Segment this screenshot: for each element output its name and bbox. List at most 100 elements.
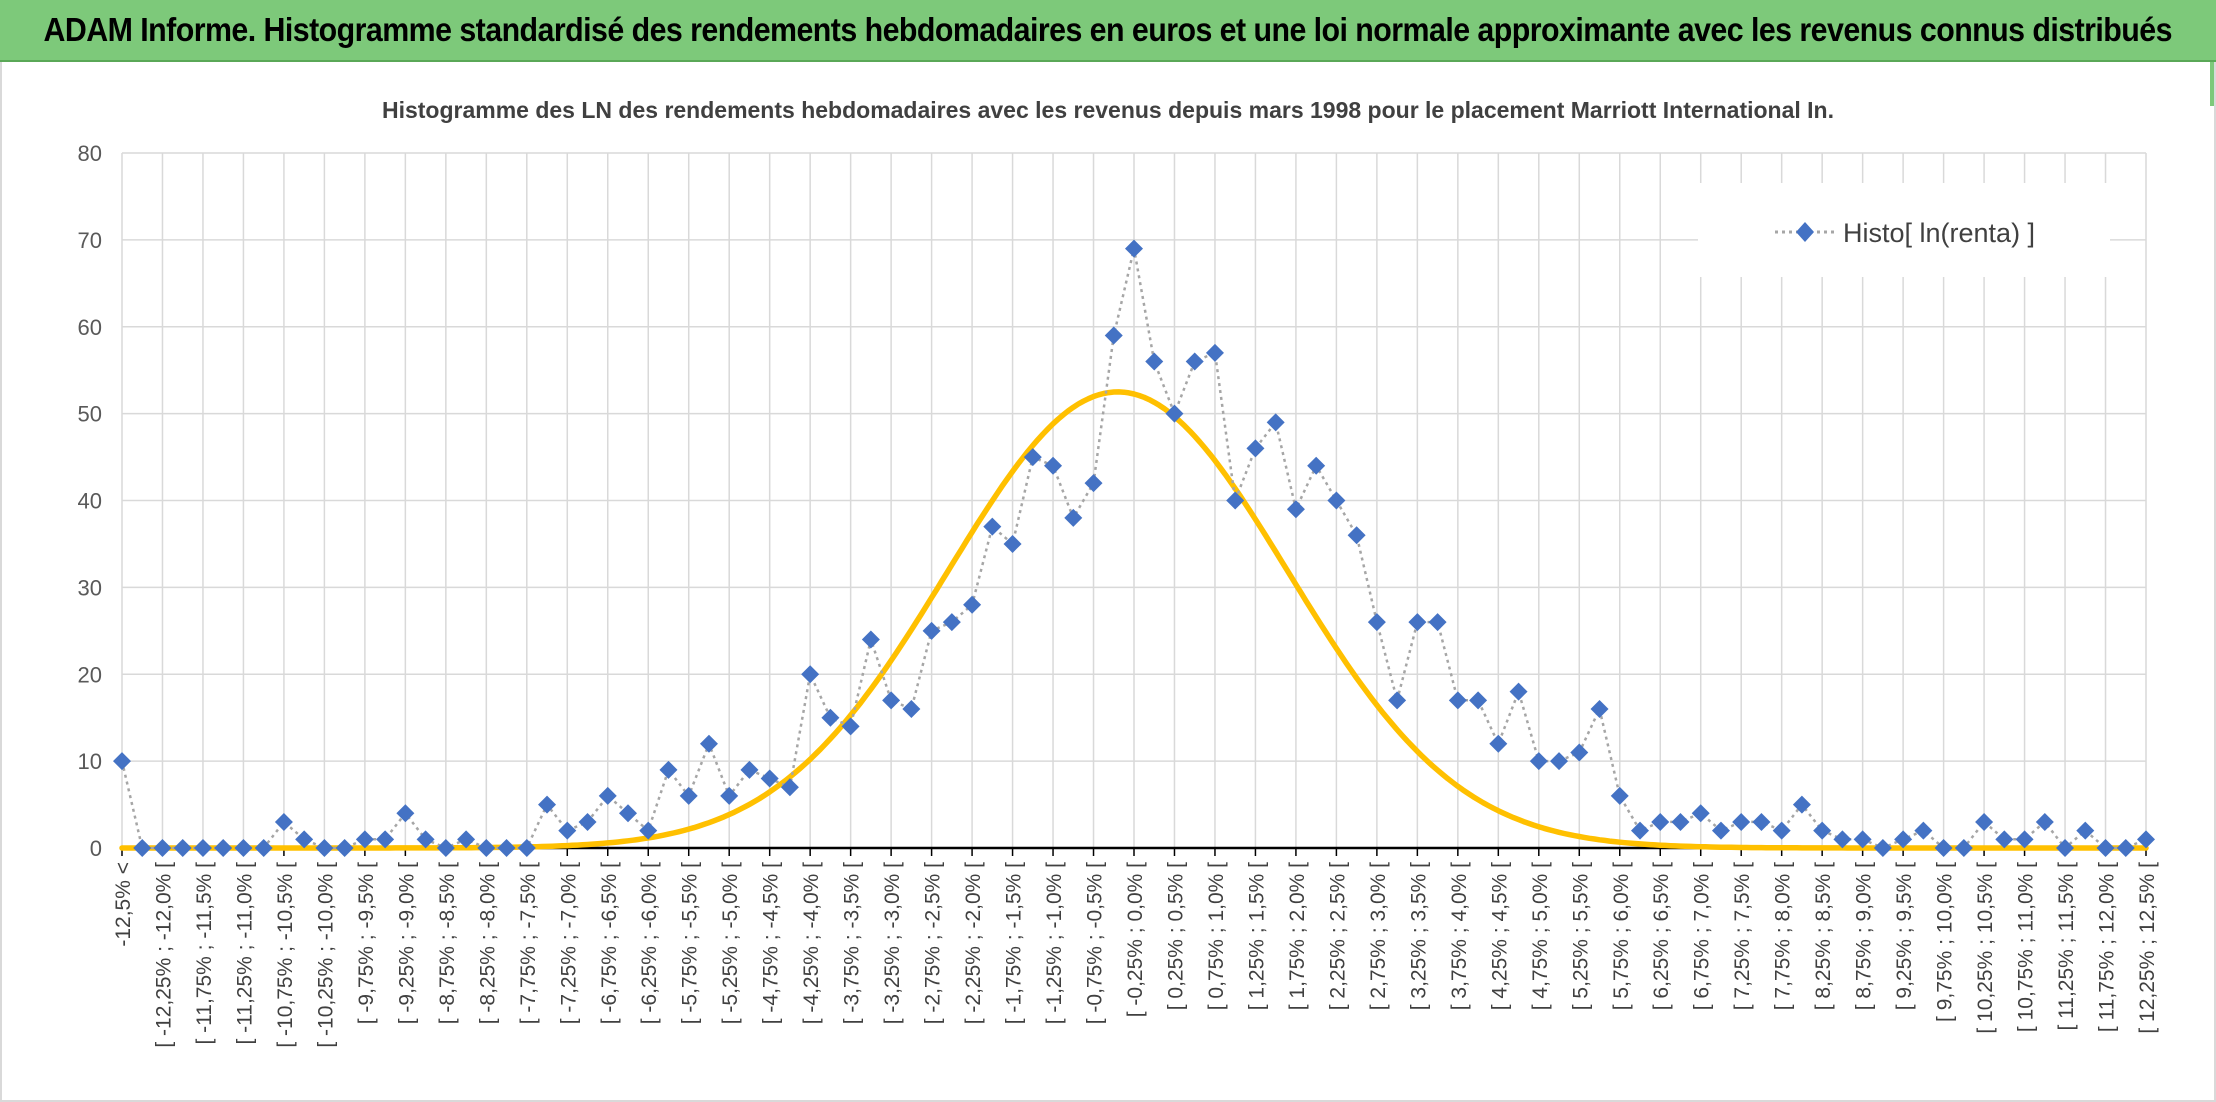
x-tick-label: [ 11,75% ; 12,0% [ [2096, 862, 2119, 1032]
histogram-point [679, 786, 698, 805]
x-tick-label: [ -7,75% ; -7,5% [ [517, 862, 540, 1024]
y-axis: 0 10 20 30 40 50 60 70 80 [78, 141, 102, 861]
histogram-point [1286, 500, 1305, 519]
x-tick-label: [ 1,25% ; 1,5% [ [1245, 862, 1268, 1010]
x-tick-label: [ 6,25% ; 6,5% [ [1650, 862, 1673, 1010]
histogram-point [295, 830, 314, 849]
histogram-point [1853, 830, 1872, 849]
histogram-point [234, 839, 253, 857]
histogram-point [720, 786, 739, 805]
x-tick-label: [ 7,75% ; 8,0% [ [1772, 862, 1795, 1010]
histogram-point [841, 717, 860, 736]
x-tick-label: [ -1,75% ; -1,5% [ [1003, 862, 1026, 1024]
histogram-point [1489, 734, 1508, 753]
histogram-point [173, 839, 192, 857]
histogram-point [335, 839, 354, 857]
histogram-point [355, 830, 374, 849]
x-tick-label: [ 9,25% ; 9,5% [ [1893, 862, 1916, 1010]
histogram-point [659, 760, 678, 779]
histogram-point [558, 821, 577, 840]
histogram-point [619, 804, 637, 823]
histogram-point [2096, 839, 2115, 857]
x-tick-label: [ -4,25% ; -4,0% [ [800, 862, 823, 1024]
histogram-point [2035, 812, 2054, 831]
header-accent [2210, 62, 2216, 106]
x-tick-label: [ 11,25% ; 11,5% [ [2055, 862, 2078, 1031]
x-tick-label: [ 5,25% ; 5,5% [ [1569, 862, 1592, 1010]
chart-legend: Histo[ ln(renta) ] [1698, 183, 2110, 277]
x-tick-label: [ -12,25% ; -12,0% [ [152, 862, 175, 1048]
x-tick-label: [ -10,25% ; -10,0% [ [314, 862, 337, 1048]
histogram-point [1732, 812, 1751, 831]
x-axis: -12,5% < [ -12,25% ; -12,0% [[ -11,75% ; … [112, 846, 2159, 1048]
x-tick-label: [ -1,25% ; -1,0% [ [1043, 862, 1066, 1024]
histogram-point [1711, 821, 1730, 840]
x-tick-label: [ 8,75% ; 9,0% [ [1853, 862, 1876, 1010]
histogram-point [1327, 491, 1346, 510]
histogram-point [416, 830, 435, 849]
histogram-point [376, 830, 395, 849]
y-tick-label: 20 [78, 662, 102, 687]
histogram-point [1894, 830, 1913, 849]
x-tick-label: [ -6,75% ; -6,5% [ [598, 862, 621, 1024]
histogram-point [902, 700, 921, 718]
histogram-point [396, 804, 415, 823]
histogram-point [1813, 821, 1832, 840]
histogram-point [1550, 752, 1569, 771]
x-tick-label: [ -3,75% ; -3,5% [ [841, 862, 864, 1024]
x-tick-label: [ 4,25% ; 4,5% [ [1488, 862, 1511, 1010]
histogram-point [1205, 343, 1224, 362]
histogram-point [861, 630, 880, 649]
histogram-point [699, 734, 718, 753]
histogram-point [2137, 830, 2155, 849]
legend-box [1698, 183, 2110, 277]
y-tick-label: 40 [78, 489, 102, 514]
x-tick-label: [ 7,25% ; 7,5% [ [1731, 862, 1754, 1010]
x-tick-label: [ -0,75% ; -0,5% [ [1084, 862, 1107, 1024]
histogram-point [942, 613, 961, 632]
histogram-point [1044, 456, 1063, 475]
x-tick-label: -12,5% < [112, 862, 135, 947]
histogram-point [1469, 691, 1488, 710]
histogram-point [780, 778, 799, 797]
x-tick-label: [ -9,75% ; -9,5% [ [355, 862, 378, 1024]
histogram-point [1691, 804, 1710, 823]
histogram-point [1671, 812, 1690, 831]
histogram-point [740, 760, 759, 779]
x-tick-label: [ 4,75% ; 5,0% [ [1529, 862, 1552, 1010]
legend-marker-icon [1796, 222, 1814, 242]
histogram-point [153, 839, 172, 857]
report-title: ADAM Informe. Histogramme standardisé de… [43, 11, 2173, 48]
x-tick-label: [ 10,25% ; 10,5% [ [1974, 862, 1997, 1034]
histogram-point [882, 691, 901, 710]
y-tick-label: 60 [78, 315, 102, 340]
histogram-point [1165, 404, 1184, 423]
x-tick-label: [ 3,75% ; 4,0% [ [1448, 862, 1471, 1010]
histogram-point [760, 769, 779, 788]
y-tick-label: 0 [90, 836, 102, 861]
histogram-point [113, 752, 131, 771]
histogram-point [1772, 821, 1791, 840]
histogram-point [1752, 812, 1771, 831]
histogram-point [1833, 830, 1852, 849]
histogram-point [1570, 743, 1589, 762]
histogram-point [922, 621, 941, 640]
histogram-point [477, 839, 496, 857]
x-tick-label: [ -5,75% ; -5,5% [ [679, 862, 702, 1024]
x-tick-label: [ 3,25% ; 3,5% [ [1407, 862, 1430, 1010]
x-tick-label: [ -7,25% ; -7,0% [ [557, 862, 580, 1024]
histogram-point [1185, 352, 1204, 371]
y-tick-label: 50 [78, 402, 102, 427]
histogram-point [1631, 821, 1649, 840]
histogram-series [113, 239, 2155, 857]
histogram-point [1246, 439, 1265, 458]
histogram-point [517, 839, 536, 857]
x-tick-label: [ 10,75% ; 11,0% [ [2015, 862, 2038, 1032]
y-tick-label: 10 [78, 749, 102, 774]
x-tick-label: [ -8,25% ; -8,0% [ [476, 862, 499, 1024]
histogram-point [1388, 691, 1407, 710]
histogram-point [578, 812, 597, 831]
y-tick-label: 80 [78, 141, 102, 166]
histogram-point [193, 839, 212, 857]
